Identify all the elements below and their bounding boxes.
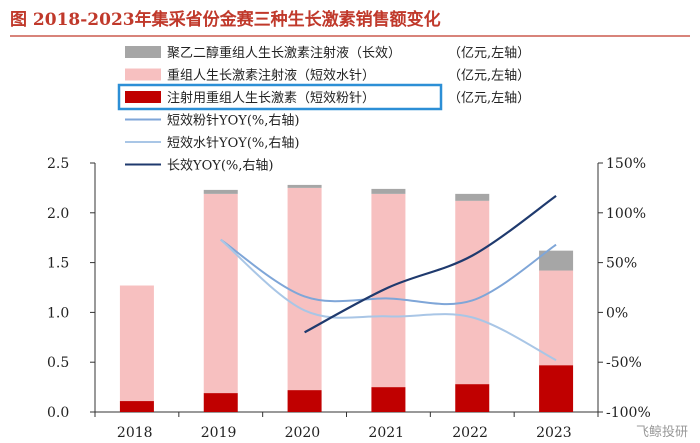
legend-label: 短效粉针YOY(%,右轴) (167, 114, 299, 129)
series-line (220, 238, 557, 362)
right-tick-label: 150% (606, 156, 646, 172)
legend-unit: （亿元,左轴） (448, 69, 530, 84)
chart-title: 图 2018-2023年集采省份金赛三种生长激素销售额变化 (10, 9, 441, 30)
bar-segment (371, 188, 406, 194)
legend-swatch (125, 68, 161, 81)
left-tick-label: 2.0 (47, 206, 69, 222)
legend-swatch (125, 91, 161, 103)
x-tick-label: 2019 (201, 425, 237, 441)
bar-segment (455, 200, 490, 385)
bar-segment (455, 193, 490, 201)
legend: 聚乙二醇重组人生长激素注射液（长效） （亿元,左轴） 重组人生长激素注射液（短效水针… (125, 45, 530, 174)
left-tick-label: 1.5 (47, 256, 69, 272)
bar-segment (371, 193, 406, 388)
bar-segment (203, 189, 238, 194)
x-tick-label: 2020 (285, 425, 321, 441)
legend-swatch (125, 46, 161, 58)
bar-segment (203, 393, 238, 412)
x-tick-label: 2018 (117, 425, 153, 441)
legend-label: 重组人生长激素注射液（短效水针） (167, 68, 375, 84)
x-tick-label: 2022 (452, 425, 488, 441)
left-tick-label: 0.5 (47, 355, 69, 371)
right-tick-label: 100% (606, 206, 646, 222)
legend-unit: （亿元,左轴） (448, 91, 530, 106)
bar-segment (371, 387, 406, 412)
left-tick-label: 0.0 (47, 405, 69, 421)
legend-label: 长效YOY(%,右轴) (167, 159, 273, 174)
legend-label: 注射用重组人生长激素（短效粉针） (167, 90, 375, 106)
bar-segment (539, 270, 574, 366)
bar-segment (287, 187, 322, 391)
bar-segment (119, 285, 154, 402)
watermark: 飞鲸投研 (636, 424, 688, 440)
bar-segment (119, 401, 154, 412)
plot-area: 0.0 0.5 1.0 1.5 2.0 2.5 -100% -50% 0% 50% 100% 150%… (47, 156, 651, 441)
series-line (220, 238, 557, 306)
legend-unit: （亿元,左轴） (448, 46, 530, 61)
bar-segment (539, 250, 574, 271)
bar-segment (203, 193, 238, 394)
bar-segment (287, 184, 322, 188)
legend-label: 聚乙二醇重组人生长激素注射液（长效） (167, 45, 401, 61)
right-tick-label: 0% (606, 305, 628, 321)
bar-segment (539, 365, 574, 412)
legend-highlight (117, 83, 443, 111)
left-tick-label: 2.5 (47, 156, 69, 172)
bar-segment (287, 390, 322, 412)
legend-label: 短效水针YOY(%,右轴) (167, 136, 299, 151)
right-tick-label: -100% (606, 405, 651, 421)
x-tick-label: 2023 (536, 425, 572, 441)
series-line (304, 194, 557, 334)
left-tick-label: 1.0 (47, 305, 69, 321)
right-tick-label: -50% (606, 355, 642, 371)
x-tick-label: 2021 (368, 425, 404, 441)
bar-segment (455, 384, 490, 412)
right-tick-label: 50% (606, 256, 637, 272)
